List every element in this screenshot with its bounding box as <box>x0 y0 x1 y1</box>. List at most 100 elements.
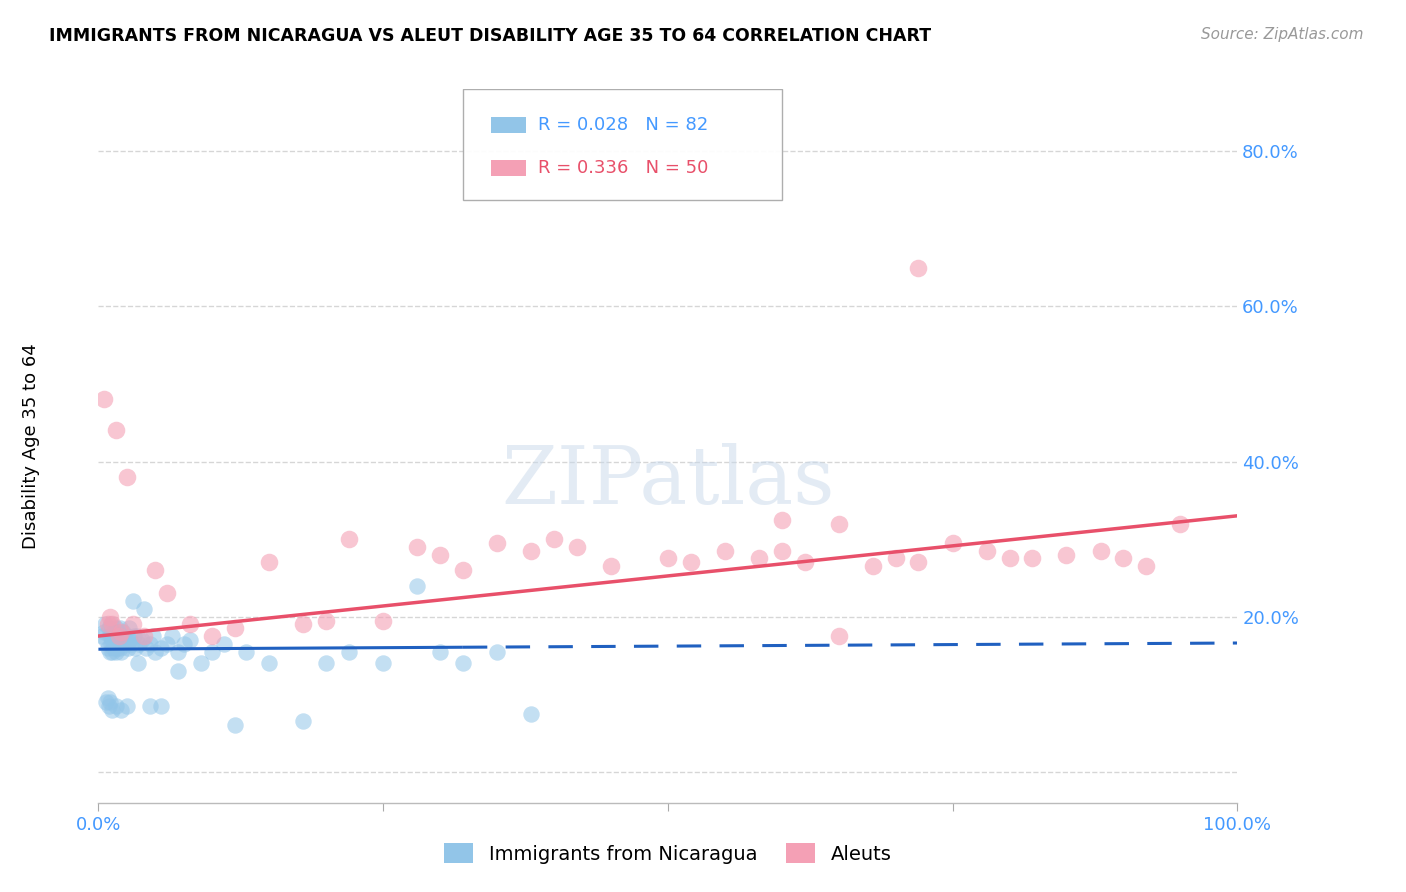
Point <box>156 586 179 600</box>
Point <box>101 617 124 632</box>
Text: IMMIGRANTS FROM NICARAGUA VS ALEUT DISABILITY AGE 35 TO 64 CORRELATION CHART: IMMIGRANTS FROM NICARAGUA VS ALEUT DISAB… <box>49 27 931 45</box>
Point <box>657 551 679 566</box>
Point <box>1021 551 1043 566</box>
Point <box>110 625 132 640</box>
Point <box>1112 551 1135 566</box>
Point <box>884 551 907 566</box>
Point <box>292 714 315 729</box>
Point <box>96 695 118 709</box>
Text: Source: ZipAtlas.com: Source: ZipAtlas.com <box>1201 27 1364 42</box>
Point <box>1054 548 1078 562</box>
Point <box>115 629 138 643</box>
Point <box>108 640 131 655</box>
Point <box>337 532 360 546</box>
Point <box>145 644 167 658</box>
Point <box>156 637 179 651</box>
Point <box>162 629 184 643</box>
Point <box>110 644 132 658</box>
Point <box>107 632 129 647</box>
Point <box>114 632 136 647</box>
Point <box>520 706 543 721</box>
Point <box>714 543 737 558</box>
Point <box>315 656 337 670</box>
Point <box>429 644 451 658</box>
Point <box>1170 516 1192 531</box>
Point <box>120 632 142 647</box>
Point <box>131 632 153 647</box>
Legend: Immigrants from Nicaragua, Aleuts: Immigrants from Nicaragua, Aleuts <box>436 836 900 871</box>
Point <box>98 695 121 709</box>
Point <box>98 609 121 624</box>
Point <box>100 637 122 651</box>
Point <box>101 644 124 658</box>
Point <box>451 656 474 670</box>
Point <box>259 555 281 569</box>
Point <box>259 656 281 670</box>
Text: Disability Age 35 to 64: Disability Age 35 to 64 <box>22 343 39 549</box>
Point <box>179 632 201 647</box>
Point <box>828 516 851 531</box>
Point <box>93 392 115 407</box>
Point <box>292 617 315 632</box>
Point <box>142 629 165 643</box>
Point <box>100 617 122 632</box>
Point <box>117 640 139 655</box>
Point <box>103 629 125 643</box>
Point <box>406 579 429 593</box>
Point <box>121 617 143 632</box>
Point <box>150 640 173 655</box>
Point <box>105 640 128 655</box>
Point <box>451 563 474 577</box>
Point <box>104 698 127 713</box>
Text: ZIPatlas: ZIPatlas <box>501 442 835 521</box>
Point <box>212 637 235 651</box>
Bar <box>491 160 526 176</box>
Point <box>337 644 360 658</box>
Point <box>371 656 394 670</box>
Point <box>124 640 146 655</box>
Point <box>96 632 118 647</box>
Point <box>907 260 929 275</box>
Point <box>1135 559 1157 574</box>
Point <box>98 644 121 658</box>
Point <box>101 632 124 647</box>
Point <box>108 621 131 635</box>
Point <box>224 621 246 635</box>
Point <box>748 551 770 566</box>
Point <box>111 637 134 651</box>
Point <box>104 621 127 635</box>
Point <box>132 629 155 643</box>
FancyBboxPatch shape <box>463 89 782 200</box>
Point <box>103 625 125 640</box>
Point <box>110 703 132 717</box>
Point <box>132 602 155 616</box>
Point <box>103 637 125 651</box>
Point <box>770 543 793 558</box>
Point <box>121 594 143 608</box>
Point <box>110 632 132 647</box>
Point <box>998 551 1021 566</box>
Point <box>120 637 142 651</box>
Point <box>150 698 173 713</box>
Point <box>118 621 141 635</box>
Point <box>543 532 565 546</box>
Point <box>770 513 793 527</box>
Point <box>201 644 224 658</box>
Point <box>235 644 257 658</box>
Point <box>138 637 160 651</box>
Point <box>167 644 190 658</box>
Point <box>679 555 702 569</box>
Point <box>128 637 150 651</box>
Point <box>122 629 145 643</box>
Point <box>565 540 588 554</box>
Point <box>96 640 118 655</box>
Point <box>127 629 149 643</box>
Point <box>942 536 965 550</box>
Point <box>138 698 160 713</box>
Point <box>97 698 120 713</box>
Point <box>862 559 884 574</box>
Point <box>104 424 127 438</box>
Text: R = 0.028   N = 82: R = 0.028 N = 82 <box>537 116 709 134</box>
Point <box>406 540 429 554</box>
Point <box>90 629 112 643</box>
